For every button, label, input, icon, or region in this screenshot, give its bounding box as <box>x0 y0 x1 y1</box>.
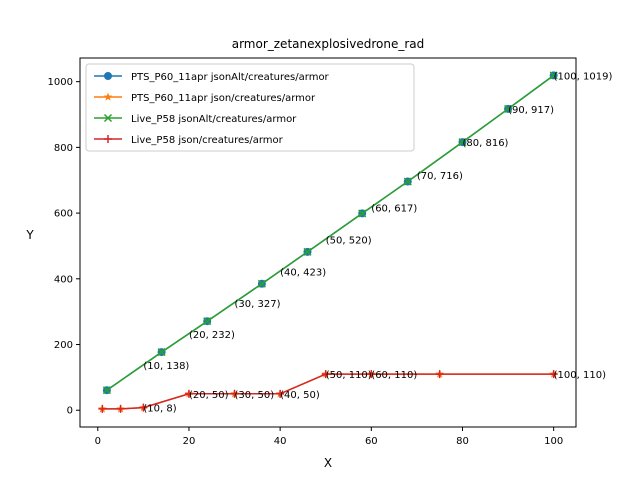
legend-label: PTS_P60_11apr json/creatures/armor <box>131 93 316 104</box>
data-label: (20, 50) <box>189 390 229 401</box>
legend-item: Live_P58 jsonAlt/creatures/armor <box>94 113 297 125</box>
data-label: (10, 8) <box>143 404 176 415</box>
data-point <box>116 404 125 413</box>
data-point <box>435 370 444 379</box>
data-point <box>257 279 266 288</box>
data-point <box>504 104 513 113</box>
data-label: (60, 110) <box>371 370 417 381</box>
legend-label: Live_P58 json/creatures/armor <box>131 135 284 146</box>
data-point <box>157 348 166 357</box>
x-tick-label: 60 <box>365 436 378 447</box>
y-tick-label: 200 <box>54 340 73 351</box>
x-tick-label: 40 <box>274 436 287 447</box>
data-point <box>102 386 111 395</box>
data-point <box>184 389 193 398</box>
chart-title: armor_zetanexplosivedrone_rad <box>232 37 425 51</box>
data-point <box>458 138 467 147</box>
plot-area: (10, 138) (20, 232) (30, 327) (40, 423) (50,… <box>98 71 613 415</box>
data-point <box>358 209 367 218</box>
x-tick-label: 80 <box>456 436 469 447</box>
data-label: (100, 110) <box>554 370 606 381</box>
data-label: (50, 110) <box>326 370 372 381</box>
data-label: (40, 423) <box>280 267 326 278</box>
x-axis: 0 20 40 60 80 100 <box>95 427 563 447</box>
data-point <box>203 317 212 326</box>
data-label: (30, 50) <box>235 390 275 401</box>
series-line <box>106 74 555 391</box>
data-point <box>549 71 558 80</box>
series-live-p58-json-creatures-armor <box>98 370 558 413</box>
data-point <box>230 389 239 398</box>
x-tick-label: 0 <box>95 436 101 447</box>
data-point <box>276 389 285 398</box>
x-tick-label: 100 <box>544 436 563 447</box>
data-label: (20, 232) <box>189 330 235 341</box>
data-point <box>367 370 376 379</box>
y-axis: 0 200 400 600 800 1000 <box>48 77 80 417</box>
legend-item: PTS_P60_11apr json/creatures/armor <box>94 92 316 104</box>
legend-marker <box>104 72 112 80</box>
y-tick-label: 0 <box>67 406 73 417</box>
legend-item: Live_P58 json/creatures/armor <box>94 135 284 146</box>
data-label: (40, 50) <box>280 390 320 401</box>
legend-label: PTS_P60_11apr jsonAlt/creatures/armor <box>131 72 330 83</box>
y-tick-label: 800 <box>54 143 73 154</box>
data-point <box>139 403 148 412</box>
x-tick-label: 20 <box>183 436 196 447</box>
axes-frame <box>79 57 577 428</box>
legend: PTS_P60_11apr jsonAlt/creatures/armor PTS… <box>85 63 415 152</box>
data-label: (50, 520) <box>326 235 372 246</box>
y-axis-label: Y <box>25 228 34 242</box>
legend-marker <box>104 135 112 143</box>
y-tick-label: 400 <box>54 274 73 285</box>
data-label: (70, 716) <box>417 171 463 182</box>
y-tick-label: 600 <box>54 209 73 220</box>
series-line <box>102 373 554 410</box>
legend-label: Live_P58 jsonAlt/creatures/armor <box>131 114 297 125</box>
legend-item: PTS_P60_11apr jsonAlt/creatures/armor <box>94 72 330 83</box>
data-label: (100, 1019) <box>554 71 613 82</box>
x-axis-label: X <box>324 456 332 470</box>
data-label: (60, 617) <box>371 204 417 215</box>
data-point <box>549 370 558 379</box>
data-label: (90, 917) <box>508 105 554 116</box>
y-tick-label: 1000 <box>48 77 73 88</box>
data-point <box>321 370 330 379</box>
legend-box <box>85 63 415 152</box>
data-label: (30, 327) <box>235 299 281 310</box>
legend-marker <box>103 92 113 101</box>
series-live-p58-jsonalt-creatures-armor <box>102 71 558 395</box>
data-point <box>98 404 107 413</box>
data-point <box>403 177 412 186</box>
data-label: (10, 138) <box>143 361 189 372</box>
data-point <box>303 247 312 256</box>
legend-marker <box>103 113 113 123</box>
data-label: (80, 816) <box>462 138 508 149</box>
